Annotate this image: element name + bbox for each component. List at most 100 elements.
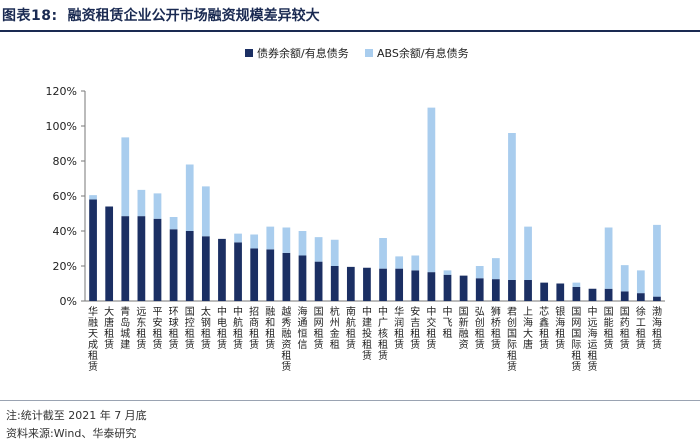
category-label: 上海大唐 [523, 306, 533, 351]
bar-bond-24 [475, 278, 484, 301]
category-label: 国控租赁 [185, 306, 195, 351]
bar-bond-32 [604, 288, 613, 301]
bar-bond-17 [363, 267, 371, 301]
category-label: 环球租赁 [169, 307, 179, 351]
bar-abs-18 [379, 238, 387, 269]
category-label: 融和租赁 [265, 306, 275, 351]
bar-bond-14 [314, 261, 323, 302]
y-tick-label: 0% [60, 295, 77, 308]
bar-abs-24 [475, 266, 484, 279]
category-label: 越秀融资租赁 [281, 305, 291, 373]
bar-bond-27 [524, 280, 532, 301]
category-label: 国网国际租赁 [571, 306, 581, 373]
bar-abs-2 [121, 137, 130, 217]
category-label: 中远海运租赁 [588, 305, 598, 373]
bar-bond-21 [427, 272, 436, 302]
bar-abs-9 [234, 233, 242, 243]
footer-rule [0, 400, 700, 401]
category-label: 渤海租赁 [652, 305, 662, 351]
bar-bond-20 [411, 270, 420, 302]
y-tick-label: 60% [53, 190, 77, 203]
bar-bond-5 [169, 229, 178, 301]
category-label: 君创国际租赁 [507, 306, 517, 373]
bar-abs-15 [330, 239, 339, 266]
bar-bond-29 [556, 283, 565, 301]
category-label: 徐工租赁 [636, 305, 646, 351]
category-label: 中建投租赁 [362, 305, 372, 362]
bar-bond-3 [137, 216, 146, 302]
category-label: 安吉租赁 [410, 305, 420, 351]
category-label: 中飞租 [443, 305, 453, 340]
stacked-bar-chart: 债券余额/有息债务 ABS余额/有息债务 0% 20% 40% 60% 80% 100% 120… [46, 46, 665, 373]
category-label: 远东租赁 [136, 306, 146, 351]
category-label: 狮桥租赁 [491, 305, 501, 351]
legend-label-2: ABS余额/有息债务 [377, 46, 469, 60]
bar-abs-27 [524, 226, 532, 281]
bar-bond-7 [201, 236, 210, 301]
category-label: 平安租赁 [153, 307, 163, 351]
bar-abs-25 [491, 258, 500, 280]
bar-abs-11 [266, 226, 275, 250]
category-label: 芯鑫租赁 [539, 305, 549, 351]
bar-bond-23 [459, 275, 468, 302]
category-label: 弘创租赁 [475, 306, 485, 351]
bar-bond-15 [330, 266, 339, 301]
bar-bond-1 [105, 206, 114, 301]
bar-abs-26 [508, 133, 516, 280]
bar-bond-2 [121, 216, 130, 302]
bar-abs-30 [572, 282, 581, 288]
figure-label: 图表18: [2, 8, 58, 24]
footer-note: 注:统计截至 2021 年 7 月底 [6, 409, 147, 422]
bar-bond-9 [234, 242, 242, 302]
bar-abs-4 [153, 193, 162, 219]
bar-abs-13 [298, 231, 307, 256]
bar-bond-6 [185, 231, 194, 301]
bar-abs-12 [282, 227, 291, 253]
bar-bond-4 [153, 218, 162, 301]
bar-bond-25 [491, 279, 500, 302]
bar-bond-0 [89, 199, 97, 301]
y-tick-label: 40% [53, 225, 77, 238]
y-tick-label: 100% [46, 120, 77, 133]
bar-bond-11 [266, 249, 275, 302]
category-label: 招商租赁 [249, 305, 259, 351]
category-label: 杭州金租 [330, 305, 340, 351]
bar-bond-16 [346, 266, 355, 302]
bar-abs-32 [604, 227, 613, 289]
category-label: 海通恒信 [298, 305, 308, 351]
category-label: 国能租赁 [604, 306, 614, 351]
legend-label-1: 债券余额/有息债务 [257, 46, 349, 60]
bar-abs-3 [137, 189, 146, 217]
bar-abs-6 [185, 164, 194, 231]
category-label: 华润租赁 [394, 305, 404, 351]
category-label: 中广核租赁 [378, 305, 388, 362]
category-label: 太钢租赁 [201, 305, 211, 351]
bar-bond-8 [218, 238, 226, 302]
category-label: 国网租赁 [314, 306, 324, 351]
bar-abs-22 [443, 270, 452, 275]
category-label: 中交租赁 [426, 305, 436, 351]
category-label: 中航租赁 [233, 305, 243, 351]
bar-abs-19 [395, 256, 404, 269]
bar-abs-20 [411, 255, 420, 271]
footer-source: 资料来源:Wind、华泰研究 [6, 427, 137, 440]
bar-bond-34 [636, 293, 645, 302]
bar-abs-7 [201, 186, 210, 237]
category-label: 南航租赁 [346, 305, 356, 351]
category-label: 国药租赁 [620, 306, 630, 351]
bar-bond-19 [395, 268, 404, 302]
y-tick-label: 80% [53, 155, 77, 168]
category-label: 国新融资 [459, 306, 469, 351]
bar-abs-21 [427, 107, 436, 273]
bar-abs-33 [620, 265, 629, 292]
y-tick-label: 120% [46, 85, 77, 98]
bar-abs-34 [636, 270, 645, 294]
category-label: 中电租赁 [217, 305, 227, 351]
bar-bond-26 [508, 280, 516, 301]
bar-bond-28 [540, 282, 549, 302]
bar-bond-33 [620, 291, 629, 302]
bar-bond-22 [443, 274, 452, 301]
bar-bond-31 [588, 288, 597, 301]
header-rule [0, 30, 700, 32]
bar-abs-5 [169, 217, 178, 230]
